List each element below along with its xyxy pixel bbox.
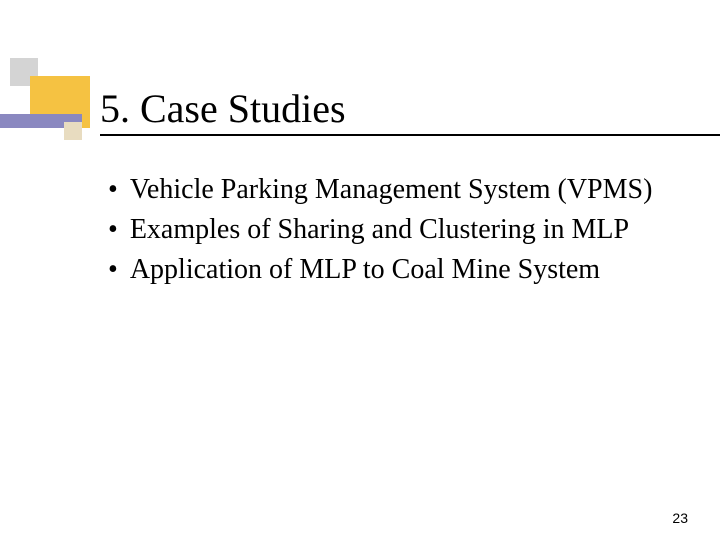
bullet-text: Examples of Sharing and Clustering in ML… — [130, 212, 629, 248]
list-item: • Vehicle Parking Management System (VPM… — [108, 172, 698, 208]
decor-square-tan — [64, 122, 82, 140]
list-item: • Examples of Sharing and Clustering in … — [108, 212, 698, 248]
bullet-icon: • — [108, 172, 118, 208]
bullet-list: • Vehicle Parking Management System (VPM… — [108, 172, 698, 292]
bullet-text: Vehicle Parking Management System (VPMS) — [130, 172, 653, 208]
list-item: • Application of MLP to Coal Mine System — [108, 252, 698, 288]
bullet-icon: • — [108, 212, 118, 248]
slide-title: 5. Case Studies — [100, 85, 346, 132]
bullet-icon: • — [108, 252, 118, 288]
bullet-text: Application of MLP to Coal Mine System — [130, 252, 600, 288]
title-underline — [100, 134, 720, 136]
page-number: 23 — [672, 510, 688, 526]
